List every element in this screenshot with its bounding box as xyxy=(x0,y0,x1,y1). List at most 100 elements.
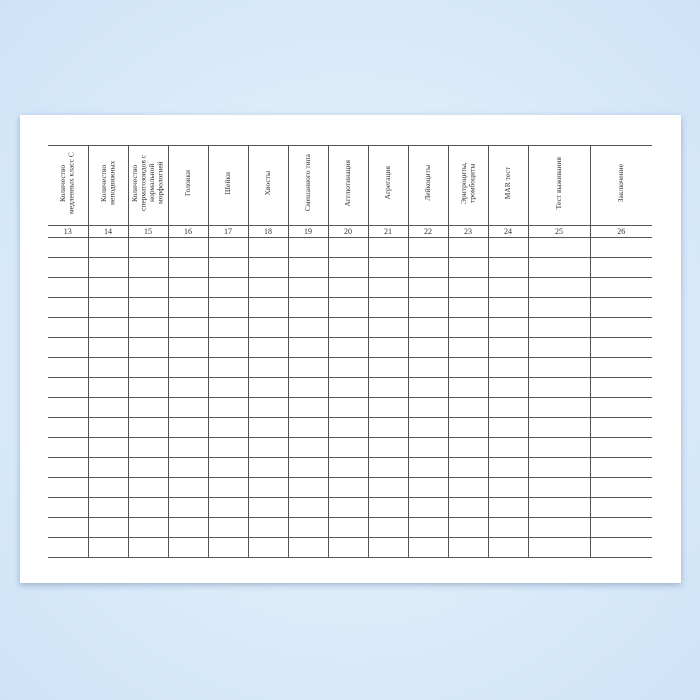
blank-cell xyxy=(287,317,328,338)
blank-row xyxy=(48,377,652,398)
blank-cell xyxy=(87,317,128,338)
blank-cell xyxy=(48,457,88,478)
blank-cell xyxy=(207,297,248,318)
blank-cell xyxy=(487,297,528,318)
blank-cell xyxy=(327,417,368,438)
column-number: 23 xyxy=(447,225,488,238)
header-text: Агрегация xyxy=(382,166,392,200)
form-table: Количество медленных класс С Количество н… xyxy=(48,145,652,558)
blank-row xyxy=(48,357,652,378)
column-number: 22 xyxy=(407,225,448,238)
blank-cell xyxy=(207,437,248,458)
blank-cell xyxy=(407,457,448,478)
blank-cell xyxy=(447,317,488,338)
blank-cell xyxy=(487,397,528,418)
blank-cell xyxy=(287,517,328,538)
blank-cell xyxy=(167,437,208,458)
blank-cell xyxy=(407,437,448,458)
blank-cell xyxy=(48,397,88,418)
column-number: 15 xyxy=(127,225,168,238)
blank-cell xyxy=(127,457,168,478)
blank-cell xyxy=(527,397,590,418)
blank-cell xyxy=(589,497,652,518)
blank-cell xyxy=(127,517,168,538)
blank-cell xyxy=(367,517,408,538)
blank-cell xyxy=(589,297,652,318)
blank-cell xyxy=(247,297,288,318)
blank-cell xyxy=(327,457,368,478)
blank-cell xyxy=(48,237,88,258)
blank-cell xyxy=(407,377,448,398)
blank-cell xyxy=(48,517,88,538)
blank-cell xyxy=(127,357,168,378)
blank-cell xyxy=(327,317,368,338)
blank-cell xyxy=(207,257,248,278)
blank-cell xyxy=(527,457,590,478)
blank-cell xyxy=(367,237,408,258)
blank-cell xyxy=(207,277,248,298)
blank-cell xyxy=(589,237,652,258)
blank-cell xyxy=(167,297,208,318)
blank-cell xyxy=(447,397,488,418)
blank-row xyxy=(48,297,652,318)
header-cell: MAR тест xyxy=(487,145,528,226)
blank-cell xyxy=(407,277,448,298)
header-text: Смешанного типа xyxy=(302,154,312,212)
blank-cell xyxy=(48,317,88,338)
blank-cell xyxy=(487,497,528,518)
blank-cell xyxy=(589,477,652,498)
blank-cell xyxy=(367,537,408,558)
blank-row xyxy=(48,257,652,278)
blank-cell xyxy=(447,517,488,538)
blank-cell xyxy=(87,357,128,378)
blank-cell xyxy=(207,397,248,418)
blank-cell xyxy=(87,397,128,418)
blank-cell xyxy=(327,537,368,558)
blank-cell xyxy=(447,357,488,378)
blank-cell xyxy=(589,257,652,278)
blank-row xyxy=(48,337,652,358)
blank-cell xyxy=(87,257,128,278)
header-text: Головки xyxy=(182,169,192,197)
column-number: 21 xyxy=(367,225,408,238)
blank-cell xyxy=(287,437,328,458)
blank-cell xyxy=(407,497,448,518)
header-text: Тест выживания xyxy=(553,156,563,210)
blank-cell xyxy=(407,517,448,538)
blank-cell xyxy=(527,497,590,518)
blank-cell xyxy=(127,317,168,338)
blank-cell xyxy=(589,277,652,298)
blank-cell xyxy=(287,357,328,378)
blank-cell xyxy=(287,417,328,438)
blank-cell xyxy=(527,537,590,558)
blank-cell xyxy=(447,257,488,278)
header-text: Количество медленных класс С xyxy=(58,152,76,214)
blank-cell xyxy=(287,377,328,398)
header-cell: Агрегация xyxy=(367,145,408,226)
column-number: 20 xyxy=(327,225,368,238)
blank-cell xyxy=(447,477,488,498)
header-text: Количество неподвижных xyxy=(98,160,117,206)
blank-cell xyxy=(87,297,128,318)
blank-cell xyxy=(487,457,528,478)
blank-cell xyxy=(407,317,448,338)
header-cell: Головки xyxy=(167,145,208,226)
blank-cell xyxy=(589,337,652,358)
blank-cell xyxy=(287,537,328,558)
blank-cell xyxy=(367,297,408,318)
blank-cell xyxy=(247,237,288,258)
blank-cell xyxy=(247,417,288,438)
blank-cell xyxy=(48,277,88,298)
blank-cell xyxy=(327,497,368,518)
column-number: 18 xyxy=(247,225,288,238)
blank-cell xyxy=(589,377,652,398)
blank-cell xyxy=(487,277,528,298)
blank-cell xyxy=(48,297,88,318)
blank-cell xyxy=(287,237,328,258)
blank-cell xyxy=(87,417,128,438)
blank-cell xyxy=(367,337,408,358)
blank-cell xyxy=(447,237,488,258)
blank-cell xyxy=(447,417,488,438)
blank-cell xyxy=(367,257,408,278)
blank-cell xyxy=(527,257,590,278)
